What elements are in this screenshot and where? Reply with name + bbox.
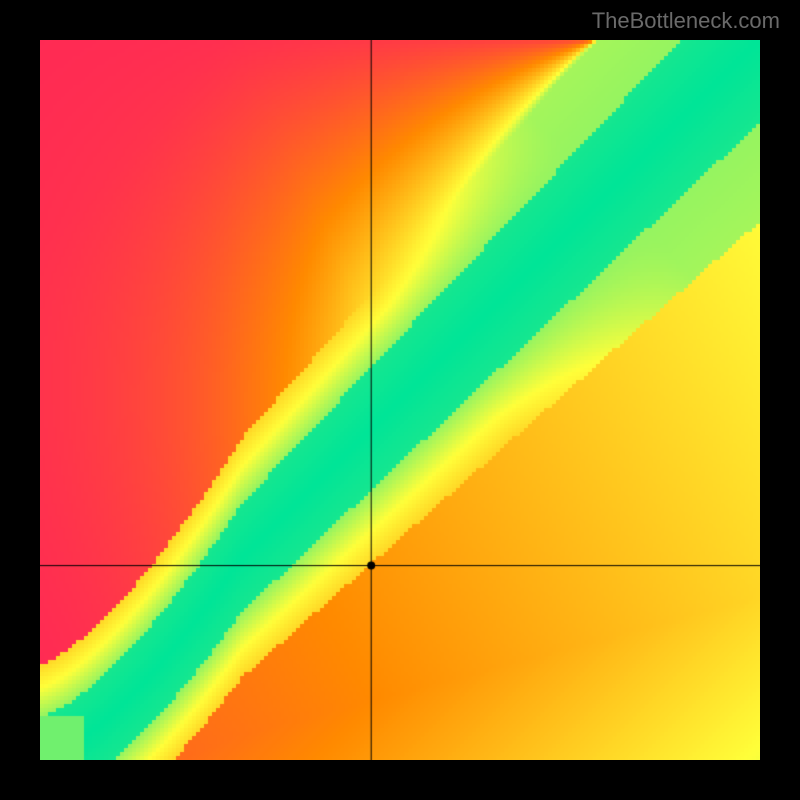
chart-container: TheBottleneck.com bbox=[0, 0, 800, 800]
heatmap-canvas bbox=[40, 40, 760, 760]
watermark-text: TheBottleneck.com bbox=[592, 8, 780, 34]
heatmap-plot bbox=[40, 40, 760, 760]
